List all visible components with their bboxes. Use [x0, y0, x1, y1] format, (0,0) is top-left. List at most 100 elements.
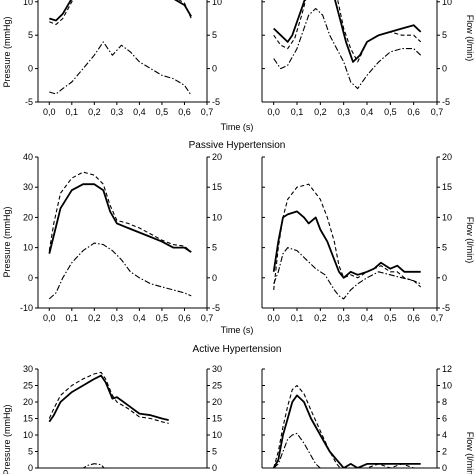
- series-dashdot-line: [48, 242, 192, 300]
- x-tick-label: 0,6: [407, 107, 420, 117]
- series-dashdot-line: [273, 247, 421, 300]
- y2-tick-label: 15: [212, 182, 222, 192]
- panel-top-left: -5 0 5 10 -5 0 5 10 0,0 0,1 0,2 0,3 0,4 0,5 0,6 0,7: [23, 0, 222, 117]
- x-tick-label: 0,7: [431, 107, 444, 117]
- y2-tick-label: 5: [212, 30, 217, 40]
- y-tick-label: 10: [23, 0, 33, 7]
- series-dashed-line: [273, 0, 422, 63]
- y-tick-label: 0: [28, 64, 33, 74]
- series-dashed-line: [49, 0, 192, 26]
- x-tick-label: 0,0: [267, 313, 280, 323]
- y-tick-label: 0: [28, 463, 33, 473]
- y-tick-label: 5: [28, 447, 33, 457]
- y2-tick-label: 5: [212, 243, 217, 253]
- y2-tick-label: 25: [212, 381, 222, 391]
- panel-bottom-right: 0 2 4 6 8 10 12: [261, 364, 452, 473]
- labels-layer: Passive Hypertension Active Hypertension…: [2, 15, 474, 474]
- x-tick-label: 0,4: [133, 313, 146, 323]
- x-tick-label: 0,6: [178, 107, 191, 117]
- y2-tick-label: 15: [442, 182, 452, 192]
- pressure-axis-label-top: Pressure (mmHg): [2, 16, 12, 87]
- x-tick-label: 0,3: [111, 107, 124, 117]
- y-tick-label: 25: [23, 381, 33, 391]
- x-tick-label: 0,7: [431, 313, 444, 323]
- x-tick-label: 0,6: [407, 313, 420, 323]
- y2-tick-label: 10: [442, 381, 452, 391]
- y2-tick-label: 6: [442, 414, 447, 424]
- x-tick-label: 0,0: [43, 107, 56, 117]
- series-dashdot-line: [273, 432, 322, 468]
- y-tick-label: 20: [23, 397, 33, 407]
- flow-axis-label-bottom: Flow (l/min): [465, 432, 474, 474]
- x-tick-label: 0,0: [43, 313, 56, 323]
- series-dashed-line: [48, 171, 192, 253]
- y-tick-label: 10: [23, 430, 33, 440]
- y2-tick-label: 30: [212, 364, 222, 374]
- x-tick-label: 0,5: [156, 107, 169, 117]
- y2-tick-label: -5: [442, 303, 450, 313]
- section-title-passive: Passive Hypertension: [189, 140, 286, 151]
- series-dashed-line: [273, 384, 421, 468]
- y2-tick-label: 10: [212, 212, 222, 222]
- y2-tick-label: 20: [442, 152, 452, 162]
- x-tick-label: 0,5: [384, 313, 397, 323]
- y2-tick-label: 0: [212, 64, 217, 74]
- y2-tick-label: 4: [442, 430, 447, 440]
- y-tick-label: 10: [23, 243, 33, 253]
- x-tick-label: 0,2: [314, 107, 327, 117]
- x-tick-label: 0,1: [291, 313, 304, 323]
- series-solid-line: [48, 183, 192, 254]
- y2-tick-label: 0: [442, 64, 447, 74]
- x-tick-label: 0,2: [88, 107, 101, 117]
- y2-tick-label: 5: [442, 30, 447, 40]
- y2-tick-label: -5: [212, 303, 220, 313]
- y2-tick-label: 5: [212, 447, 217, 457]
- y2-tick-label: 0: [212, 273, 217, 283]
- series-solid-line: [49, 0, 192, 22]
- series-solid-line: [273, 0, 422, 63]
- y-tick-label: 15: [23, 414, 33, 424]
- x-tick-label: 0,5: [156, 313, 169, 323]
- y-tick-label: -5: [25, 97, 33, 107]
- y-tick-label: 30: [23, 364, 33, 374]
- panel-bottom-left: 0 5 10 15 20 25 30 0 5 10 15 20 25 30: [23, 364, 222, 473]
- y2-tick-label: 8: [442, 397, 447, 407]
- y-tick-label: 5: [28, 30, 33, 40]
- x-tick-label: 0,5: [384, 107, 397, 117]
- x-tick-label: 0,7: [201, 107, 214, 117]
- x-tick-label: 0,1: [66, 313, 79, 323]
- pressure-axis-label-middle: Pressure (mmHg): [2, 206, 12, 277]
- y2-tick-label: 10: [212, 430, 222, 440]
- x-tick-label: 0,2: [314, 313, 327, 323]
- series-solid-line: [272, 210, 421, 279]
- panel-top-right: -5 0 5 10 0,0 0,1 0,2 0,3 0,4 0,5 0,6 0,7: [261, 0, 452, 117]
- time-axis-label-middle: Time (s): [221, 325, 254, 335]
- y-tick-label: -10: [20, 303, 33, 313]
- x-tick-label: 0,1: [66, 107, 79, 117]
- panel-middle-left: -10 0 10 20 30 40 -5 0 5 10 15 20 0,0 0,1 0,2 0,3 0,4 0,5…: [20, 152, 222, 323]
- time-axis-label-top: Time (s): [221, 122, 254, 132]
- y2-tick-label: 10: [212, 0, 222, 7]
- x-tick-label: 0,4: [361, 107, 374, 117]
- x-tick-label: 0,0: [267, 107, 280, 117]
- y2-tick-label: 0: [442, 463, 447, 473]
- x-tick-label: 0,3: [337, 107, 350, 117]
- series-dashdot-line: [273, 7, 422, 90]
- x-tick-label: 0,3: [337, 313, 350, 323]
- x-tick-label: 0,1: [291, 107, 304, 117]
- series-dashdot-line: [82, 463, 105, 468]
- y2-tick-label: 10: [442, 212, 452, 222]
- x-tick-label: 0,4: [133, 107, 146, 117]
- y-tick-label: 20: [23, 212, 33, 222]
- x-tick-label: 0,4: [361, 313, 374, 323]
- x-tick-label: 0,7: [201, 313, 214, 323]
- y2-tick-label: 10: [442, 0, 452, 7]
- y-tick-label: 30: [23, 182, 33, 192]
- y-tick-label: 40: [23, 152, 33, 162]
- flow-axis-label-top: Flow (l/min): [465, 15, 474, 62]
- y2-tick-label: 20: [212, 152, 222, 162]
- x-tick-label: 0,2: [88, 313, 101, 323]
- panel-middle-right: -5 0 5 10 15 20 0,0 0,1 0,2 0,3 0,4 0,5 0,6 0,7: [261, 152, 452, 323]
